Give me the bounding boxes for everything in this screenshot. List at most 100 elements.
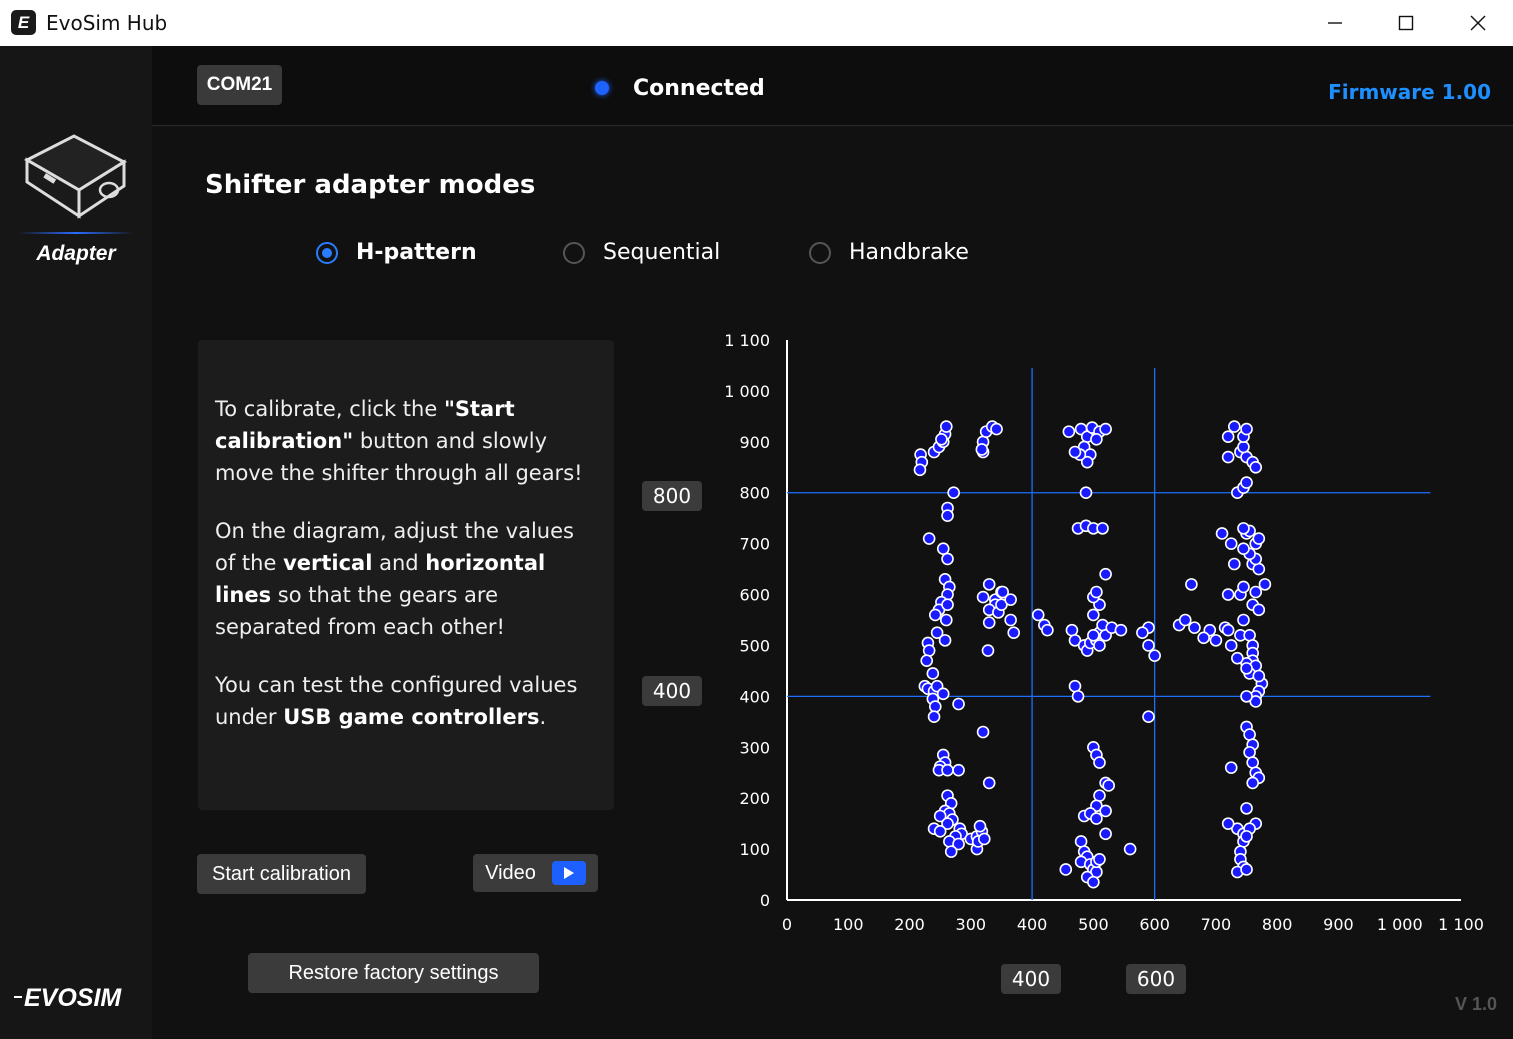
radio-unchecked-icon: [563, 241, 585, 264]
scatter-point: [973, 819, 987, 833]
scatter-point: [976, 590, 990, 604]
scatter-point: [1240, 863, 1253, 876]
scatter-point: [1221, 588, 1235, 601]
y-tick-label: 800: [739, 484, 770, 503]
video-button[interactable]: Video: [473, 854, 598, 892]
scatter-point: [1004, 593, 1017, 606]
scatter-point: [933, 824, 947, 838]
start-calibration-button[interactable]: Start calibration: [197, 854, 366, 894]
connection-status-dot: [595, 81, 609, 95]
scatter-point: [935, 432, 948, 446]
scatter-point: [1237, 580, 1250, 594]
scatter-point: [1227, 420, 1241, 433]
right-vertical-threshold-input[interactable]: 600: [1126, 964, 1186, 994]
scatter-point: [1123, 842, 1137, 856]
scatter-point: [1074, 835, 1088, 848]
scatter-point: [1243, 628, 1256, 642]
scatter-point: [930, 626, 944, 640]
scatter-point: [1090, 432, 1103, 446]
scatter-point: [1188, 621, 1201, 634]
scatter-point: [1136, 626, 1149, 640]
sidebar-item-adapter[interactable]: Adapter: [0, 46, 152, 276]
scatter-point: [926, 667, 940, 680]
mode-radio-h-pattern[interactable]: H-pattern: [316, 240, 477, 265]
scatter-point: [1099, 804, 1112, 818]
scatter-point: [1240, 830, 1253, 843]
scatter-point: [941, 598, 954, 612]
close-icon: [1470, 15, 1486, 31]
scatter-point: [1087, 608, 1100, 622]
scatter-point: [1093, 756, 1106, 769]
window-title: EvoSim Hub: [46, 11, 168, 35]
scatter-point: [1252, 669, 1266, 683]
scatter-point: [920, 654, 934, 668]
scatter-point: [913, 463, 927, 477]
mode-radio-handbrake[interactable]: Handbrake: [809, 240, 969, 265]
y-tick-label: 300: [739, 738, 770, 757]
scatter-point: [1221, 450, 1235, 464]
connection-bar: [152, 46, 1513, 126]
scatter-point: [1080, 455, 1094, 469]
scatter-point: [1221, 817, 1235, 830]
scatter-point: [922, 644, 936, 657]
scatter-point: [1240, 422, 1253, 436]
close-button[interactable]: [1443, 0, 1513, 46]
scatter-point: [1090, 585, 1103, 599]
scatter-point: [1148, 649, 1161, 662]
scatter-point: [1099, 567, 1112, 581]
scatter-point: [1142, 710, 1155, 724]
scatter-point: [1221, 623, 1235, 637]
firmware-version-link[interactable]: Firmware 1.00: [1328, 80, 1491, 104]
y-tick-label: 900: [739, 433, 770, 452]
instruction-paragraph: To calibrate, click the "Start calibrati…: [215, 397, 583, 485]
radio-checked-icon: [316, 241, 338, 264]
mode-radio-sequential[interactable]: Sequential: [563, 240, 720, 265]
y-tick-label: 500: [739, 636, 770, 655]
scatter-point: [1114, 623, 1128, 637]
scatter-point: [1142, 639, 1155, 652]
lower-horizontal-threshold-input[interactable]: 400: [642, 676, 702, 706]
scatter-point: [952, 763, 965, 777]
sidebar: Adapter EVOSIM: [0, 46, 152, 1039]
mode-label: Handbrake: [849, 240, 969, 265]
scatter-point: [976, 725, 990, 739]
scatter-point: [941, 817, 954, 830]
scatter-point: [1224, 761, 1238, 774]
scatter-point: [1071, 690, 1085, 703]
scatter-point: [1237, 522, 1250, 535]
scatter-point: [981, 644, 995, 657]
x-tick-label: 1 000: [1377, 915, 1423, 934]
scatter-point: [1096, 522, 1109, 535]
scatter-point: [1197, 631, 1210, 645]
scatter-point: [1252, 562, 1266, 576]
restore-factory-settings-button[interactable]: Restore factory settings: [248, 953, 539, 993]
scatter-point: [1087, 628, 1100, 642]
scatter-point: [1240, 690, 1253, 703]
minimize-button[interactable]: [1300, 0, 1370, 46]
scatter-point: [1062, 425, 1076, 438]
port-badge[interactable]: COM21: [197, 65, 282, 105]
scatter-point: [1102, 779, 1115, 792]
x-tick-label: 800: [1262, 915, 1293, 934]
scatter-point: [1004, 613, 1017, 627]
scatter-point: [928, 700, 942, 713]
scatter-point: [990, 422, 1003, 436]
scatter-point: [1246, 756, 1259, 769]
y-tick-label: 700: [739, 535, 770, 554]
scatter-point: [1249, 460, 1263, 474]
scatter-point: [1079, 486, 1093, 500]
left-vertical-threshold-input[interactable]: 400: [1001, 964, 1061, 994]
scatter-point: [1243, 746, 1256, 759]
scatter-point: [1007, 626, 1021, 640]
maximize-button[interactable]: [1371, 0, 1441, 46]
mode-label: H-pattern: [356, 240, 477, 265]
upper-horizontal-threshold-input[interactable]: 800: [642, 481, 702, 511]
x-tick-label: 900: [1323, 915, 1354, 934]
play-icon: [551, 861, 586, 885]
y-tick-label: 400: [739, 687, 770, 706]
scatter-point: [941, 509, 954, 522]
scatter-point: [1068, 679, 1082, 693]
scatter-point: [1221, 430, 1235, 444]
scatter-point: [996, 585, 1009, 599]
